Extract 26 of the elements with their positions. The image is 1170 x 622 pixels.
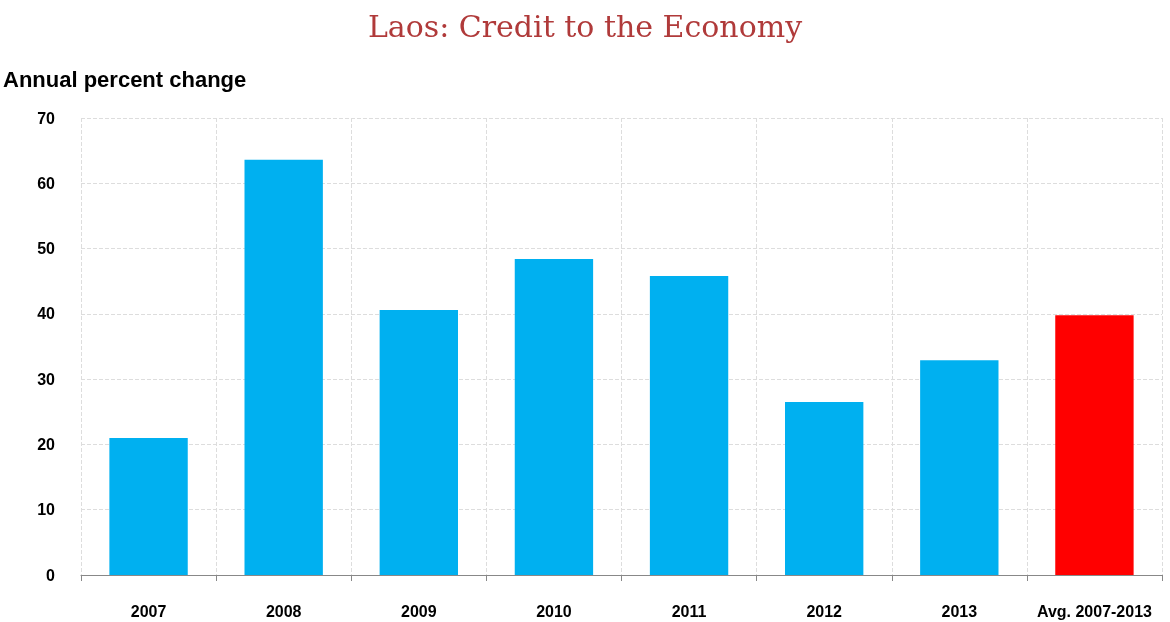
bar [244, 159, 323, 575]
x-tick-label: 2008 [265, 602, 302, 620]
x-tick-label: 2007 [130, 602, 167, 620]
x-tick-label: 2009 [401, 602, 437, 620]
y-axis-title: Annual percent change [3, 66, 247, 92]
x-tick-label: 2010 [536, 602, 572, 620]
y-tick-label: 30 [37, 370, 56, 388]
bar [379, 309, 458, 575]
x-tick-label: 2012 [806, 602, 843, 620]
y-tick-label: 10 [37, 501, 56, 519]
bar [514, 259, 594, 575]
bar [785, 401, 864, 575]
bar [109, 437, 188, 575]
bar [649, 275, 729, 575]
y-tick-label: 0 [46, 566, 56, 584]
chart-title: Laos: Credit to the Economy [367, 8, 803, 44]
x-tick-label: 2011 [671, 602, 707, 620]
y-tick-label: 50 [37, 240, 56, 258]
y-tick-label: 60 [37, 174, 56, 192]
y-tick-label: 20 [37, 435, 56, 453]
bar [920, 360, 999, 575]
x-tick-label: 2013 [941, 602, 978, 620]
x-tick-label: Avg. 2007-2013 [1036, 602, 1153, 620]
y-tick-label: 70 [37, 109, 56, 127]
bar [1055, 315, 1134, 575]
y-tick-label: 40 [37, 305, 56, 323]
